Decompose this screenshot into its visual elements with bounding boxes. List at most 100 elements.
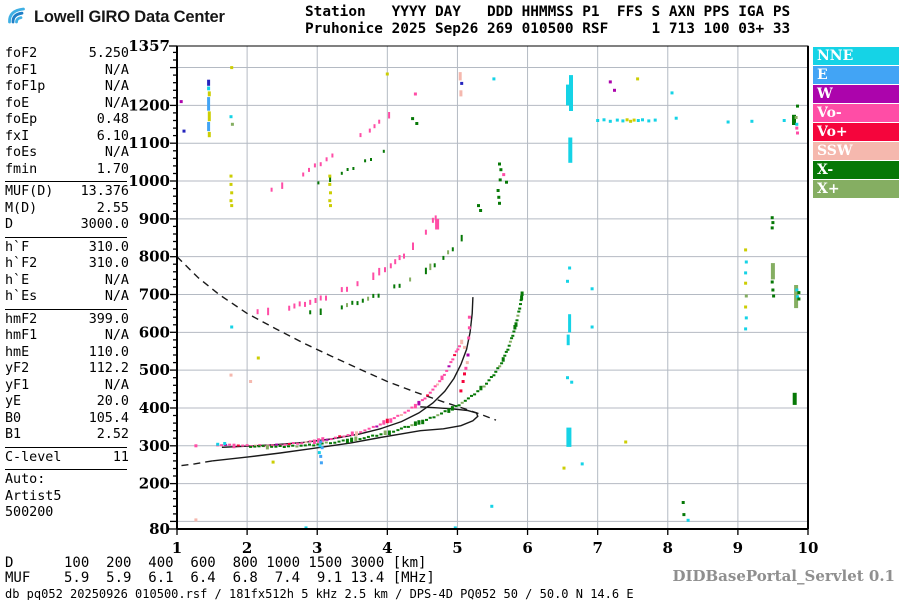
y-tick-label: 900 (139, 210, 170, 228)
param-label: foEp (5, 112, 38, 127)
param-value: N/A (104, 79, 129, 94)
y-tick-label: 500 (139, 361, 170, 379)
param-row: MUF(D) 13.376 (5, 184, 129, 201)
param-value: 13.376 (80, 184, 129, 199)
param-value: N/A (104, 328, 129, 343)
true-height-profile (221, 297, 474, 448)
x-tick-label: 1 (172, 539, 182, 557)
virtual-height-hook-dashed-tail (176, 460, 213, 467)
y-tick-label: 400 (139, 399, 170, 417)
param-value: 11 (112, 449, 129, 465)
param-label: yE (5, 394, 22, 409)
param-row: h`F2 310.0 (5, 256, 129, 273)
legend-item-vo+: Vo+ (813, 123, 899, 141)
param-row: foEs N/A (5, 145, 129, 162)
param-label: hmE (5, 344, 30, 360)
param-value: 0.48 (96, 112, 129, 127)
param-divider (5, 236, 127, 238)
param-value: 2.55 (96, 200, 129, 216)
servlet-version-label: DIDBasePortal_Servlet 0.1 (672, 567, 895, 585)
param-label: MUF(D) (5, 184, 54, 199)
param-row: M(D) 2.55 (5, 201, 129, 218)
direction-legend: NNE E W Vo- Vo+ SSW X- X+ (813, 47, 899, 199)
y-tick-label: 1200 (128, 96, 170, 114)
x-tick-label: 3 (312, 539, 322, 557)
F2-O-trace-2nd-hop (256, 215, 437, 316)
param-row: foF2 5.250 (5, 46, 129, 63)
y-tick-label: 700 (139, 286, 170, 304)
param-label: M(D) (5, 200, 38, 216)
param-row: B1 2.52 (5, 427, 129, 444)
param-value: N/A (104, 272, 129, 288)
param-row: foF1 N/A (5, 63, 129, 80)
param-label: h`E (5, 272, 30, 288)
y-tick-label: 300 (139, 437, 170, 455)
param-label: foEs (5, 145, 38, 160)
plot-frame (176, 45, 809, 530)
y-tick-label: 80 (149, 520, 170, 538)
autoscaling-info-line: 500200 (5, 505, 54, 520)
param-label: hmF2 (5, 311, 38, 327)
param-label: foF1 (5, 62, 38, 78)
param-value: N/A (104, 289, 129, 304)
F2-O-trace-1st-hop (216, 339, 464, 449)
param-value: 112.2 (88, 361, 129, 376)
param-row: foE N/A (5, 96, 129, 113)
muf-transmission-curve (176, 256, 497, 421)
param-value: N/A (104, 62, 129, 78)
F2-X-trace-3rd-hop (317, 149, 385, 185)
y-tick-label: 200 (139, 475, 170, 493)
param-row: foF1p N/A (5, 79, 129, 96)
param-row: B0 105.4 (5, 411, 129, 428)
param-value: 6.10 (96, 128, 129, 144)
param-divider (5, 181, 127, 182)
calculated-virtual-height-hook (212, 406, 479, 462)
legend-item-e: E (813, 66, 899, 84)
param-row: fmin 1.70 (5, 162, 129, 179)
param-row: yE 20.0 (5, 394, 129, 411)
param-label: h`F (5, 239, 30, 255)
y-tick-label: 1100 (128, 134, 170, 152)
legend-item-x-: X- (813, 161, 899, 179)
param-value: 1.70 (96, 161, 129, 177)
param-value: 5.250 (88, 46, 129, 61)
autoscaling-info-line: Auto: (5, 472, 46, 487)
echo-strips (207, 72, 799, 447)
legend-item-ssw: SSW (813, 142, 899, 160)
param-row: hmE 110.0 (5, 345, 129, 362)
record-status-line: db pq052 20250926 010500.rsf / 181fx512h… (5, 587, 634, 600)
echo-traces (216, 112, 524, 450)
x-tick-label: 6 (522, 539, 532, 557)
axis-ticks (169, 45, 809, 535)
param-label: B1 (5, 427, 22, 442)
param-label: h`F2 (5, 256, 38, 271)
param-label: D (5, 217, 14, 232)
param-row: h`E N/A (5, 273, 129, 290)
legend-item-vo-: Vo- (813, 104, 899, 122)
param-value: 20.0 (96, 394, 129, 409)
param-row: yF2 112.2 (5, 361, 129, 378)
legend-item-w: W (813, 85, 899, 103)
x-tick-label: 9 (733, 539, 743, 557)
param-label: foF2 (5, 46, 38, 61)
param-row: yF1 N/A (5, 378, 129, 395)
param-divider (5, 446, 127, 448)
param-row: fxI 6.10 (5, 129, 129, 146)
param-divider (5, 469, 127, 470)
y-tick-label: 600 (139, 323, 170, 341)
param-row: C-level 11 (5, 450, 129, 467)
param-value: 399.0 (88, 311, 129, 327)
param-label: C-level (5, 449, 62, 465)
param-label: yF1 (5, 377, 30, 393)
param-label: B0 (5, 410, 22, 426)
parameter-panel: foF2 5.250 foF1 N/A foF1p N/A foE N/A foEp 0.48 fx… (5, 46, 129, 522)
echo-dots (179, 66, 801, 530)
param-label: yF2 (5, 361, 30, 376)
F2-O-trace-3rd-hop (270, 112, 391, 192)
legend-item-nne: NNE (813, 47, 899, 65)
station-header-columns: Station YYYY DAY DDD HHMMSS P1 FFS S AXN… (305, 4, 791, 20)
param-row: hmF2 399.0 (5, 312, 129, 329)
param-label: h`Es (5, 289, 38, 304)
